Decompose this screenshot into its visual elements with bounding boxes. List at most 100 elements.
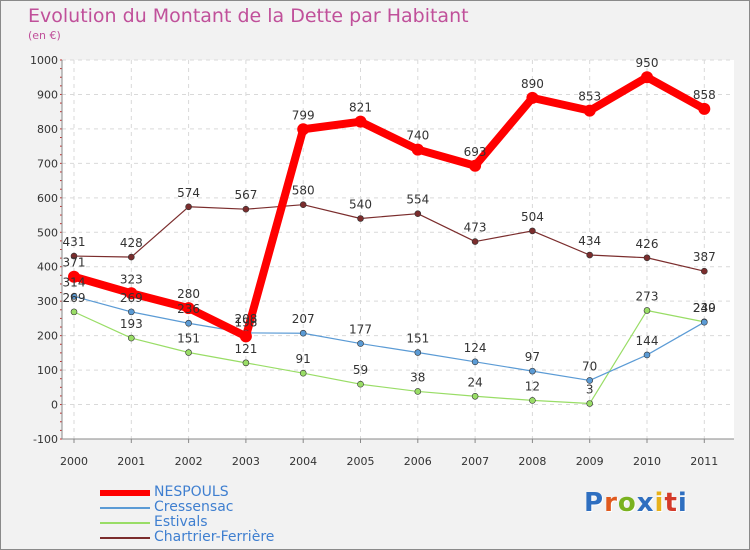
data-point-chartrier-ferriere xyxy=(185,203,192,211)
x-tick-label: 2004 xyxy=(289,455,317,468)
y-tick-label: 1000 xyxy=(30,54,58,67)
x-tick-label: 2001 xyxy=(117,455,145,468)
data-point-nespouls xyxy=(297,123,310,136)
data-point-cressensac xyxy=(529,367,536,375)
legend-item-nespouls: NESPOULS xyxy=(100,484,360,500)
data-point-nespouls xyxy=(182,302,195,315)
x-tick-label: 2005 xyxy=(347,455,375,468)
data-point-chartrier-ferriere xyxy=(586,251,594,259)
y-tick-label: 600 xyxy=(37,192,58,205)
data-label-chartrier-ferriere: 574 xyxy=(177,186,200,200)
data-label-cressensac: 236 xyxy=(177,302,200,316)
data-labels: 431 428 574 567 580 540 554 473 504 434 426 387 269 1… xyxy=(63,56,716,396)
series-line-chartrier-ferriere xyxy=(73,204,705,272)
data-point-chartrier-ferriere xyxy=(70,252,78,260)
data-point-estivals xyxy=(185,349,192,356)
data-label-nespouls: 853 xyxy=(578,90,601,104)
logo-letter: P xyxy=(584,488,605,518)
data-point-cressensac xyxy=(128,308,135,316)
data-label-cressensac: 314 xyxy=(63,275,86,289)
chart-title: Evolution du Montant de la Dette par Hab… xyxy=(28,5,469,27)
data-point-nespouls xyxy=(68,270,80,283)
data-point-nespouls xyxy=(583,104,596,117)
logo-letter: i xyxy=(654,488,665,518)
data-point-chartrier-ferriere xyxy=(414,210,422,217)
legend-label-estivals: Estivals xyxy=(154,514,208,530)
data-point-cressensac xyxy=(70,293,78,300)
data-point-chartrier-ferriere xyxy=(529,227,536,235)
legend-label-chartrier-ferriere: Chartrier-Ferrière xyxy=(154,529,275,545)
series-points xyxy=(68,71,711,407)
data-point-nespouls xyxy=(526,91,539,104)
data-point-estivals xyxy=(242,359,250,367)
data-label-estivals: 24 xyxy=(467,375,482,389)
data-point-nespouls xyxy=(641,71,653,84)
data-label-chartrier-ferriere: 473 xyxy=(464,221,487,235)
y-tick-label: 700 xyxy=(37,157,58,170)
data-point-estivals xyxy=(529,397,536,404)
legend-item-cressensac: Cressensac xyxy=(100,499,360,515)
x-tick-label: 2008 xyxy=(518,455,546,468)
x-tick-label: 2003 xyxy=(232,455,260,468)
data-point-cressensac xyxy=(586,377,594,384)
data-label-nespouls: 821 xyxy=(349,101,372,115)
y-tick-label: -100 xyxy=(33,433,58,446)
data-point-cressensac xyxy=(357,340,364,347)
data-point-estivals xyxy=(643,307,651,314)
data-label-estivals: 12 xyxy=(525,379,540,393)
data-label-chartrier-ferriere: 504 xyxy=(521,210,544,224)
data-point-nespouls xyxy=(125,287,138,300)
data-point-nespouls xyxy=(698,102,711,115)
chart-subtitle: (en €) xyxy=(28,29,61,42)
legend-label-nespouls: NESPOULS xyxy=(154,484,229,500)
x-tick-label: 2011 xyxy=(690,455,718,468)
data-label-estivals: 151 xyxy=(177,332,200,346)
data-point-chartrier-ferriere xyxy=(242,205,250,213)
data-point-cressensac xyxy=(471,358,479,366)
legend: NESPOULS Cressensac Estivals Chartrier-F… xyxy=(100,484,360,545)
data-label-estivals: 3 xyxy=(586,383,594,397)
logo-letter: o xyxy=(617,488,637,518)
data-point-cressensac xyxy=(185,319,192,327)
data-label-estivals: 38 xyxy=(410,370,425,384)
y-tick-label: 200 xyxy=(37,330,58,343)
data-label-estivals: 59 xyxy=(353,363,368,377)
data-point-estivals xyxy=(299,369,307,377)
data-label-chartrier-ferriere: 580 xyxy=(292,184,315,198)
data-label-nespouls: 858 xyxy=(693,88,716,102)
data-label-cressensac: 207 xyxy=(292,312,315,326)
data-label-estivals: 121 xyxy=(234,342,257,356)
x-tick-label: 2009 xyxy=(576,455,604,468)
data-label-chartrier-ferriere: 434 xyxy=(578,234,601,248)
legend-swatch-nespouls xyxy=(100,490,150,496)
data-label-cressensac: 124 xyxy=(464,341,487,355)
legend-swatch-cressensac xyxy=(100,507,150,509)
data-label-chartrier-ferriere: 387 xyxy=(693,250,716,264)
data-label-cressensac: 97 xyxy=(525,350,540,364)
data-point-cressensac xyxy=(414,349,422,356)
data-label-nespouls: 693 xyxy=(464,145,487,159)
x-tick-label: 2007 xyxy=(461,455,489,468)
data-label-cressensac: 177 xyxy=(349,323,372,337)
y-tick-label: 800 xyxy=(37,123,58,136)
data-point-cressensac xyxy=(700,318,708,326)
data-label-estivals: 240 xyxy=(693,301,716,315)
data-label-cressensac: 144 xyxy=(636,334,659,348)
data-point-estivals xyxy=(70,308,78,316)
data-label-chartrier-ferriere: 431 xyxy=(63,235,86,249)
x-tick-label: 2010 xyxy=(633,455,661,468)
series-line-estivals xyxy=(73,309,705,405)
data-point-nespouls xyxy=(411,143,424,156)
data-label-nespouls: 950 xyxy=(636,56,659,70)
data-label-chartrier-ferriere: 540 xyxy=(349,197,372,211)
legend-item-chartrier-ferriere: Chartrier-Ferrière xyxy=(100,529,360,545)
series-lines xyxy=(72,73,707,405)
data-label-nespouls: 280 xyxy=(177,287,200,301)
legend-label-cressensac: Cressensac xyxy=(154,499,234,515)
y-tick-label: 900 xyxy=(37,88,58,101)
data-label-cressensac: 269 xyxy=(120,291,143,305)
data-label-estivals: 273 xyxy=(636,289,659,303)
data-point-nespouls xyxy=(354,115,367,128)
y-tick-label: 300 xyxy=(37,295,58,308)
